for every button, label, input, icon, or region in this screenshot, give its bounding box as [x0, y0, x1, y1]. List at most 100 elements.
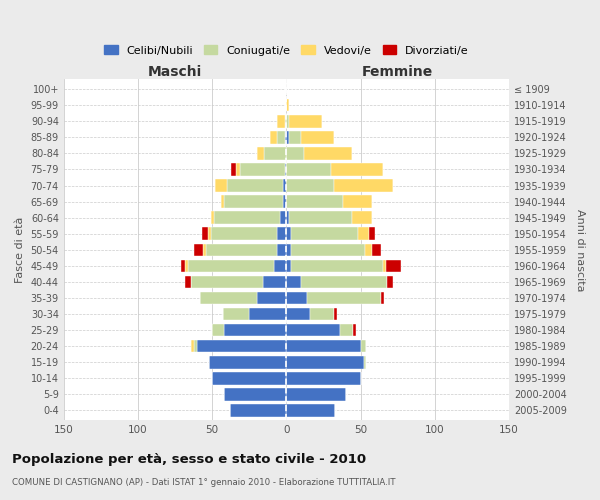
Bar	[291, 260, 383, 272]
Bar	[181, 260, 185, 272]
Bar	[286, 244, 291, 256]
Bar	[208, 228, 211, 240]
Text: Femmine: Femmine	[362, 64, 433, 78]
Bar	[286, 276, 301, 288]
Bar	[286, 212, 289, 224]
Bar	[185, 276, 191, 288]
Bar	[221, 196, 224, 208]
Bar	[206, 244, 277, 256]
Bar	[334, 180, 393, 192]
Bar	[286, 372, 361, 384]
Bar	[331, 163, 383, 175]
Bar	[286, 404, 335, 417]
Bar	[236, 163, 241, 175]
Text: COMUNE DI CASTIGNANO (AP) - Dati ISTAT 1° gennaio 2010 - Elaborazione TUTTITALIA: COMUNE DI CASTIGNANO (AP) - Dati ISTAT 1…	[12, 478, 395, 487]
Y-axis label: Anni di nascita: Anni di nascita	[575, 208, 585, 291]
Bar	[211, 228, 277, 240]
Bar	[289, 115, 322, 128]
Bar	[200, 292, 257, 304]
Bar	[209, 356, 286, 368]
Y-axis label: Fasce di età: Fasce di età	[15, 216, 25, 283]
Text: Popolazione per età, sesso e stato civile - 2010: Popolazione per età, sesso e stato civil…	[12, 452, 366, 466]
Bar	[202, 228, 208, 240]
Bar	[286, 99, 289, 112]
Bar	[197, 340, 286, 352]
Bar	[211, 212, 214, 224]
Bar	[191, 276, 263, 288]
Bar	[230, 404, 286, 417]
Bar	[286, 115, 289, 128]
Bar	[212, 324, 224, 336]
Bar	[340, 324, 353, 336]
Bar	[285, 131, 286, 143]
Bar	[264, 147, 286, 160]
Bar	[286, 131, 289, 143]
Bar	[249, 308, 286, 320]
Bar	[286, 228, 291, 240]
Bar	[285, 163, 286, 175]
Bar	[382, 292, 384, 304]
Bar	[358, 228, 370, 240]
Bar	[257, 147, 264, 160]
Bar	[373, 244, 382, 256]
Bar	[370, 228, 376, 240]
Bar	[224, 196, 283, 208]
Bar	[283, 196, 286, 208]
Bar	[343, 196, 373, 208]
Bar	[286, 388, 346, 400]
Bar	[277, 244, 286, 256]
Text: Maschi: Maschi	[148, 64, 202, 78]
Bar	[365, 244, 373, 256]
Bar	[270, 131, 277, 143]
Bar	[277, 131, 285, 143]
Bar	[223, 308, 249, 320]
Bar	[286, 147, 304, 160]
Bar	[286, 260, 291, 272]
Bar	[291, 228, 358, 240]
Legend: Celibi/Nubili, Coniugati/e, Vedovi/e, Divorziati/e: Celibi/Nubili, Coniugati/e, Vedovi/e, Di…	[100, 41, 473, 60]
Bar	[286, 324, 340, 336]
Bar	[304, 147, 352, 160]
Bar	[286, 292, 307, 304]
Bar	[194, 340, 197, 352]
Bar	[214, 212, 280, 224]
Bar	[364, 356, 367, 368]
Bar	[301, 276, 387, 288]
Bar	[310, 308, 334, 320]
Bar	[280, 212, 286, 224]
Bar	[277, 228, 286, 240]
Bar	[361, 340, 367, 352]
Bar	[257, 292, 286, 304]
Bar	[227, 180, 283, 192]
Bar	[289, 131, 301, 143]
Bar	[289, 212, 352, 224]
Bar	[224, 324, 286, 336]
Bar	[386, 260, 401, 272]
Bar	[224, 388, 286, 400]
Bar	[274, 260, 286, 272]
Bar	[203, 244, 206, 256]
Bar	[286, 196, 343, 208]
Bar	[301, 131, 334, 143]
Bar	[215, 180, 227, 192]
Bar	[286, 163, 331, 175]
Bar	[286, 308, 310, 320]
Bar	[352, 212, 373, 224]
Bar	[286, 180, 334, 192]
Bar	[194, 244, 203, 256]
Bar	[277, 115, 285, 128]
Bar	[283, 180, 286, 192]
Bar	[263, 276, 286, 288]
Bar	[334, 308, 337, 320]
Bar	[185, 260, 188, 272]
Bar	[285, 115, 286, 128]
Bar	[387, 276, 393, 288]
Bar	[291, 244, 365, 256]
Bar	[307, 292, 382, 304]
Bar	[353, 324, 356, 336]
Bar	[232, 163, 236, 175]
Bar	[241, 163, 285, 175]
Bar	[286, 340, 361, 352]
Bar	[286, 356, 364, 368]
Bar	[188, 260, 274, 272]
